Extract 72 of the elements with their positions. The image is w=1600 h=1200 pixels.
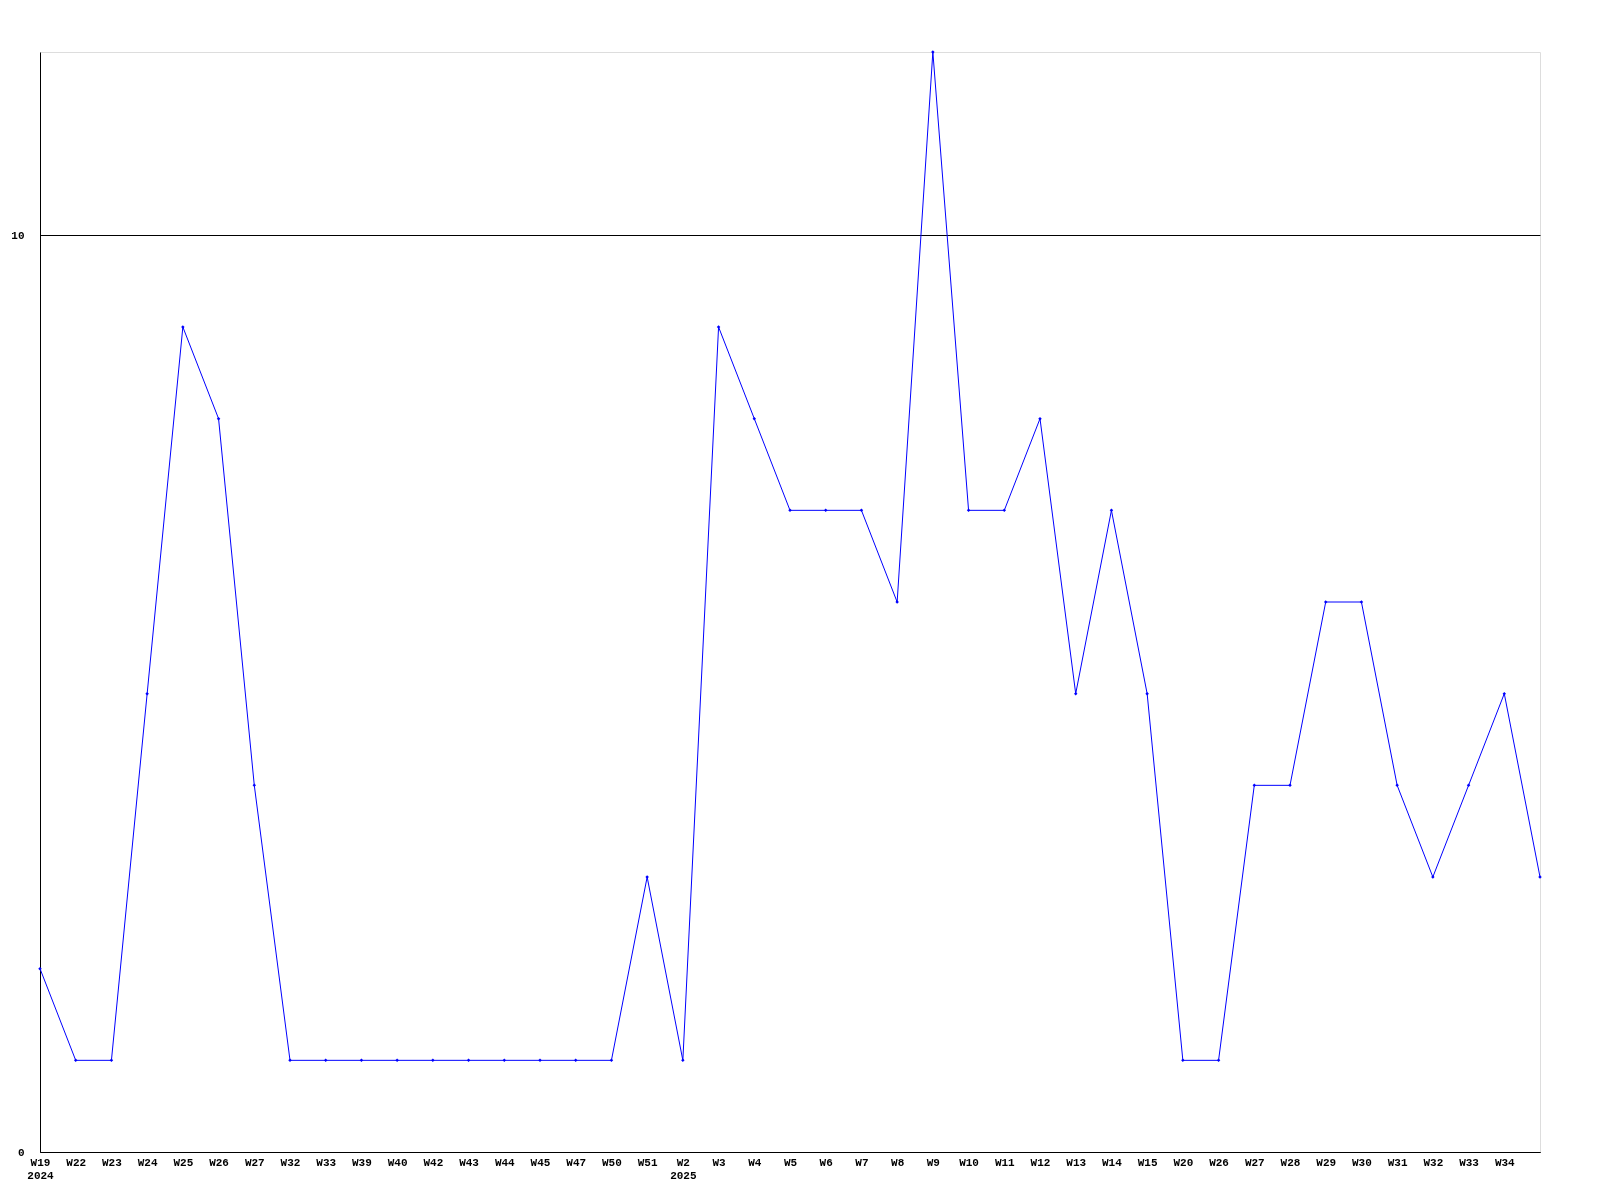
- point: [752, 416, 757, 421]
- point: [1359, 600, 1364, 604]
- point: [823, 508, 828, 513]
- x-tick-label: W9: [926, 1156, 940, 1169]
- x-tick-label: W40: [387, 1156, 408, 1169]
- x-tick-label: W43: [459, 1156, 480, 1169]
- point: [252, 783, 257, 788]
- point: [1252, 783, 1257, 788]
- point: [1181, 1058, 1185, 1063]
- x-tick-label: W14: [1102, 1156, 1123, 1169]
- x-tick-label: W10: [959, 1156, 979, 1169]
- point: [538, 1058, 542, 1063]
- point: [1073, 691, 1078, 696]
- x-tick-label: W6: [819, 1156, 833, 1169]
- point: [1502, 691, 1507, 696]
- x-tick-label: W30: [1352, 1156, 1372, 1169]
- x-tick-label: W31: [1387, 1156, 1408, 1169]
- point: [1145, 691, 1149, 696]
- point: [1288, 783, 1292, 788]
- point: [145, 691, 149, 696]
- x-tick-label: W19 2024: [27, 1156, 55, 1182]
- x-tick-label: W5: [783, 1156, 798, 1169]
- x-tick-label: W33: [1459, 1156, 1480, 1169]
- x-tick-label: W20: [1173, 1156, 1194, 1169]
- point: [323, 1058, 328, 1063]
- x-tick-label: W22: [66, 1156, 87, 1169]
- x-tick-label: W25: [173, 1156, 194, 1169]
- x-tick-label: W39: [352, 1156, 372, 1169]
- point: [573, 1058, 578, 1063]
- x-tick-label: W42: [423, 1156, 444, 1169]
- x-tick-label: W29: [1316, 1156, 1337, 1169]
- point: [681, 1058, 685, 1063]
- point: [1002, 508, 1007, 513]
- x-tick-label: W32: [1423, 1156, 1444, 1169]
- point: [788, 508, 792, 513]
- x-tick-label: W34: [1494, 1156, 1516, 1169]
- point: [288, 1058, 292, 1063]
- x-tick-label: W8: [891, 1156, 905, 1169]
- point: [1038, 416, 1042, 421]
- line-series: [38, 50, 1542, 1063]
- x-tick-label: W13: [1066, 1156, 1087, 1169]
- x-tick-label: W12: [1030, 1156, 1051, 1169]
- x-tick-label: W47: [566, 1156, 587, 1169]
- point: [73, 1058, 78, 1063]
- x-tick-label: W44: [494, 1156, 516, 1169]
- x-tick-label: W3: [712, 1156, 727, 1169]
- point: [38, 966, 42, 971]
- x-tick-label: W23: [102, 1156, 123, 1169]
- y-tick-label: 10: [11, 229, 25, 242]
- x-tick-label: W27: [1244, 1156, 1265, 1169]
- point: [1395, 783, 1399, 788]
- x-tick-label: W51: [637, 1156, 658, 1169]
- x-tick-label: W33: [316, 1156, 337, 1169]
- x-tick-label: W7: [855, 1156, 869, 1169]
- x-tick-label: W2 2025: [670, 1156, 697, 1182]
- x-tick-label: W26: [209, 1156, 229, 1169]
- y-tick-label: 0: [17, 1146, 25, 1159]
- x-tick-label: W45: [530, 1156, 551, 1169]
- x-tick-label: W24: [137, 1156, 158, 1169]
- point: [716, 325, 721, 329]
- x-tick-label: W50: [602, 1156, 622, 1169]
- point: [1323, 600, 1328, 604]
- x-tick-label: W26: [1209, 1156, 1229, 1169]
- x-tick-label: W11: [994, 1156, 1016, 1169]
- x-tick-label: W32: [280, 1156, 301, 1169]
- x-tick-label: W4: [748, 1156, 762, 1169]
- point: [502, 1058, 507, 1063]
- point: [431, 1058, 435, 1063]
- x-tick-label: W28: [1280, 1156, 1301, 1169]
- x-tick-label: W27: [244, 1156, 265, 1169]
- x-tick-label: W15: [1137, 1156, 1158, 1169]
- point: [395, 1058, 399, 1063]
